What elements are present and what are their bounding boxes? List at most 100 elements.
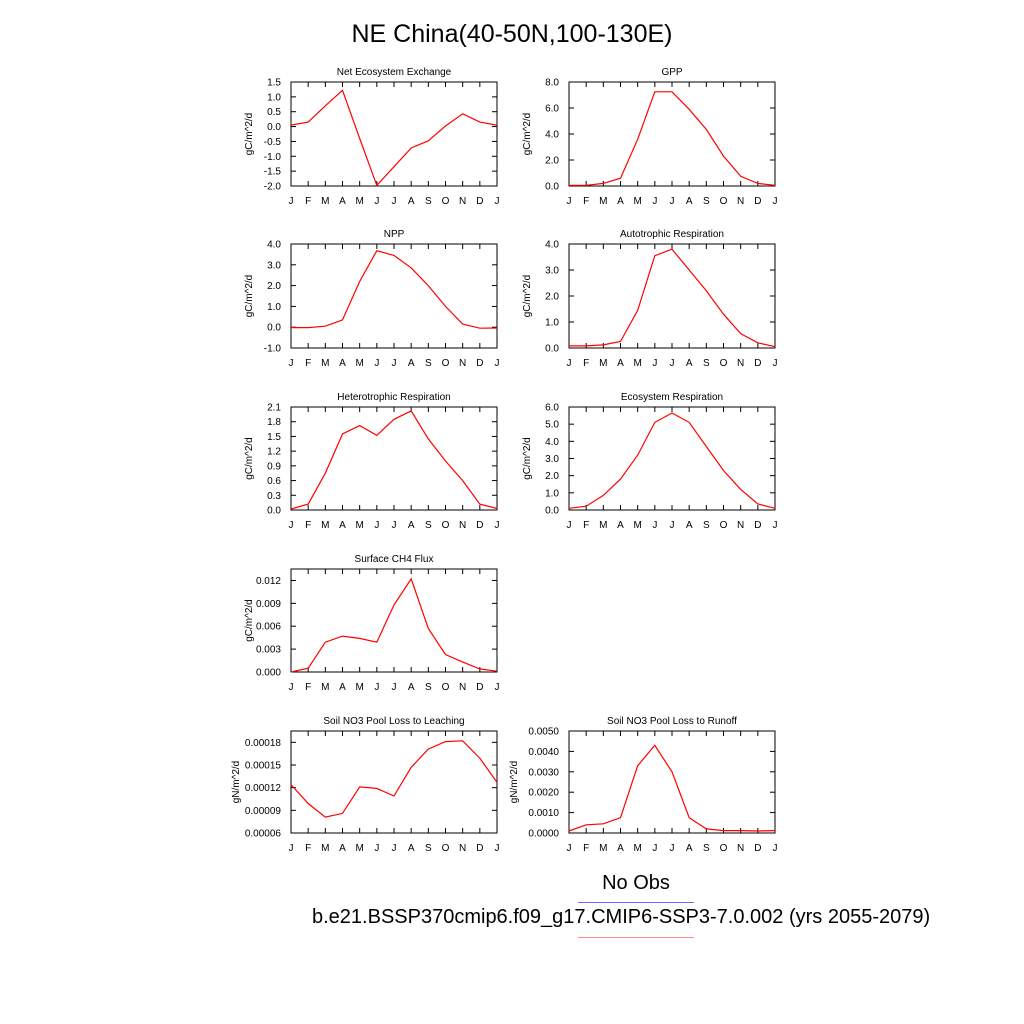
x-tick-label: S [703,196,710,207]
y-tick-label: 8.0 [545,78,559,89]
x-tick-label: J [374,843,379,854]
x-tick-label: N [459,843,466,854]
y-tick-label: 0.00009 [245,806,282,817]
x-tick-label: M [355,520,363,531]
x-tick-label: A [617,358,624,369]
y-tick-label: -1.0 [264,152,282,163]
series-line [569,91,776,186]
y-axis-label: gC/m^2/d [244,599,255,642]
x-tick-label: J [374,520,379,531]
x-tick-label: S [425,520,432,531]
x-tick-label: N [459,682,466,693]
plot-frame [568,406,776,511]
x-tick-label: J [392,196,397,207]
plot-frame [290,243,498,349]
y-tick-label: 1.2 [267,447,281,458]
x-tick-label: M [633,196,641,207]
y-tick-label: 4.0 [545,130,559,141]
x-tick-label: F [583,843,589,854]
x-tick-label: S [425,196,432,207]
panel-title: Autotrophic Respiration [620,229,724,240]
plot-frame [568,81,776,187]
panel-title: Ecosystem Respiration [621,392,723,403]
x-tick-label: J [652,520,657,531]
x-tick-label: J [289,520,294,531]
y-axis-label: gC/m^2/d [522,275,533,318]
x-tick-label: J [495,520,500,531]
x-tick-label: S [703,843,710,854]
x-tick-label: M [599,843,607,854]
panel-title: NPP [384,229,405,240]
panel-title: Net Ecosystem Exchange [337,67,452,78]
x-tick-label: J [652,843,657,854]
plot-frame [568,730,776,834]
x-tick-label: O [442,196,450,207]
panel-title: Soil NO3 Pool Loss to Runoff [607,716,737,727]
x-tick-label: J [773,358,778,369]
y-tick-label: 0.0040 [528,747,559,758]
x-tick-label: A [617,196,624,207]
x-tick-label: A [339,358,346,369]
x-tick-label: A [408,520,415,531]
legend-label: No Obs [602,872,670,894]
y-tick-label: 2.1 [267,403,281,414]
x-tick-label: A [339,520,346,531]
y-axis-label: gN/m^2/d [231,761,242,804]
y-tick-label: 1.0 [267,302,281,313]
x-tick-label: A [686,843,693,854]
x-tick-label: M [355,358,363,369]
x-tick-label: M [321,520,329,531]
y-tick-label: -2.0 [264,182,282,193]
x-tick-label: M [599,358,607,369]
caption: b.e21.BSSP370cmip6.f09_g17.CMIP6-SSP3-7.… [312,906,931,928]
x-tick-label: J [567,358,572,369]
panel-title: GPP [661,67,682,78]
x-tick-label: J [495,682,500,693]
x-tick-label: A [408,682,415,693]
x-tick-label: O [442,843,450,854]
x-tick-label: J [652,196,657,207]
plot-frame [290,730,498,834]
x-tick-label: J [289,196,294,207]
x-tick-label: J [567,196,572,207]
y-tick-label: 0.0020 [528,788,559,799]
x-tick-label: M [355,682,363,693]
chart-panel-7: Surface CH4 Flux gC/m^2/d 0.000 0.003 0.006 0… [244,554,500,693]
x-tick-label: O [442,520,450,531]
x-tick-label: N [737,358,744,369]
y-tick-label: 0.0010 [528,808,559,819]
y-tick-label: 2.0 [545,471,559,482]
x-tick-label: J [670,520,675,531]
x-tick-label: J [670,196,675,207]
x-tick-label: D [476,196,483,207]
series-line [290,410,498,510]
x-tick-label: S [703,358,710,369]
x-tick-label: J [495,196,500,207]
panel-title: Heterotrophic Respiration [337,392,450,403]
y-tick-label: -1.0 [264,344,282,355]
x-tick-label: M [633,358,641,369]
chart-panel-9: Soil NO3 Pool Loss to Runoff gN/m^2/d 0.00… [509,716,778,854]
y-tick-label: 1.5 [267,432,281,443]
y-tick-label: 6.0 [545,104,559,115]
y-tick-label: 0.000 [256,668,281,679]
x-tick-label: J [567,843,572,854]
panel-title: Surface CH4 Flux [355,554,434,565]
y-tick-label: 0.0 [267,323,281,334]
x-tick-label: D [754,358,761,369]
x-tick-label: D [754,196,761,207]
x-tick-label: M [321,358,329,369]
x-tick-label: N [459,196,466,207]
y-tick-label: 0.0000 [528,829,559,840]
y-tick-label: 3.0 [545,266,559,277]
x-tick-label: J [495,358,500,369]
x-tick-label: F [305,682,311,693]
x-tick-label: O [720,520,728,531]
y-tick-label: 0.0 [267,506,281,517]
chart-panel-6: Ecosystem Respiration gC/m^2/d 0.0 1.0 2.0 3.… [522,392,778,531]
x-tick-label: A [408,358,415,369]
x-tick-label: O [442,682,450,693]
x-tick-label: J [289,358,294,369]
y-tick-label: 0.0 [545,344,559,355]
x-tick-label: M [321,196,329,207]
